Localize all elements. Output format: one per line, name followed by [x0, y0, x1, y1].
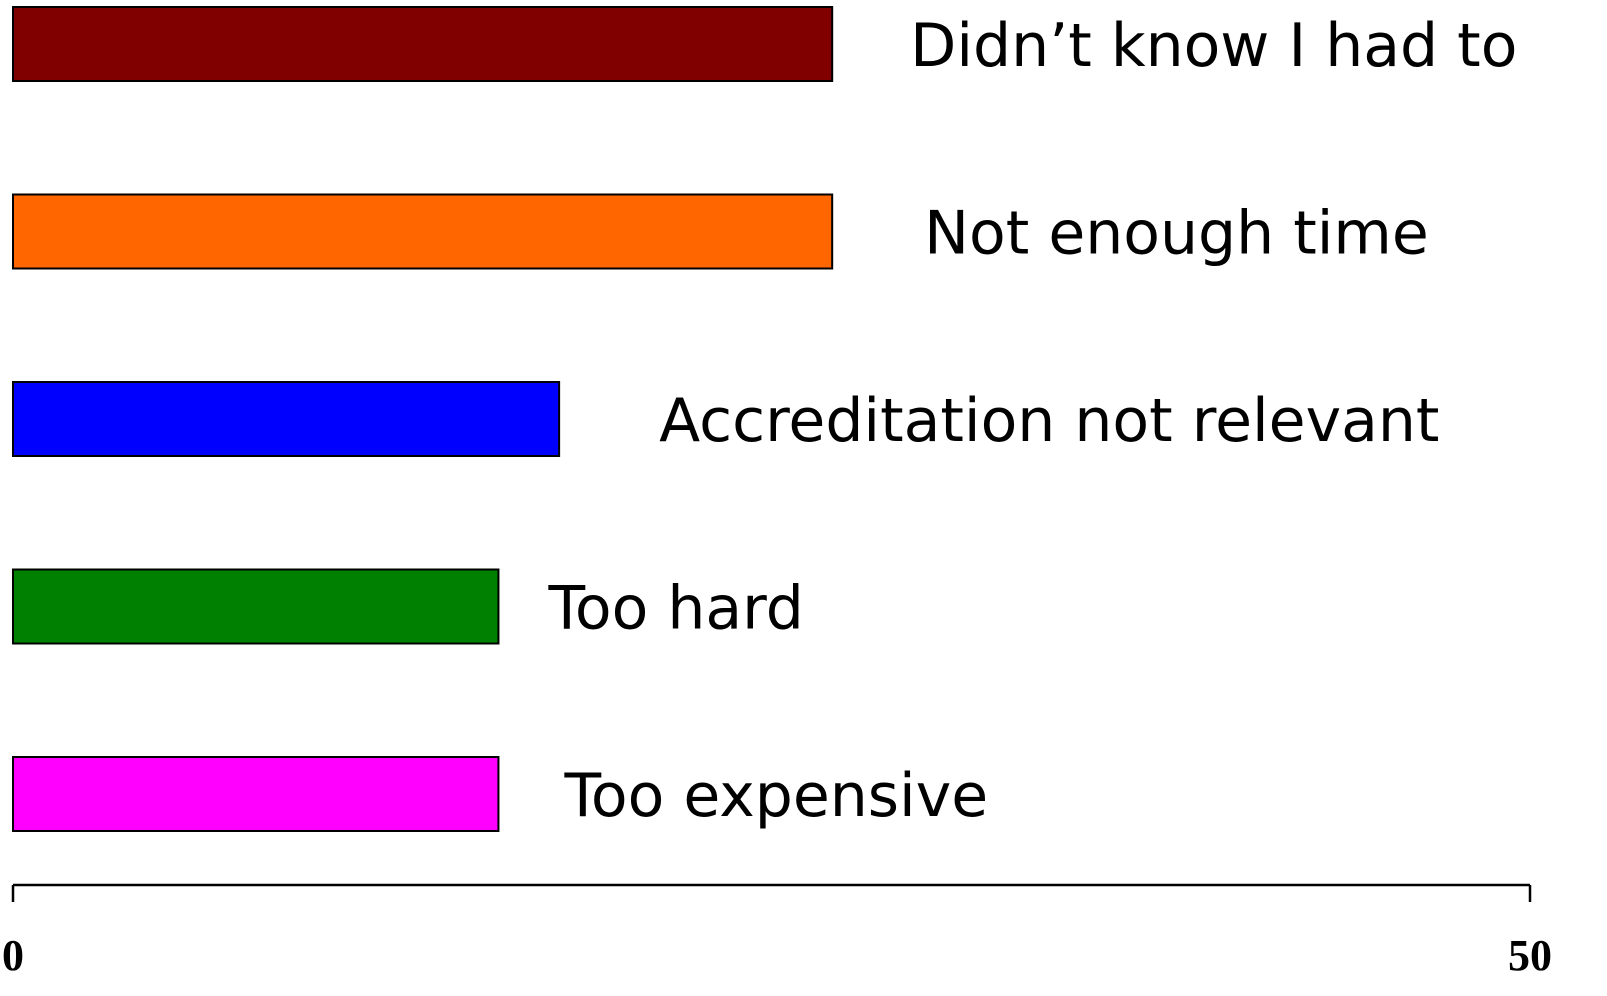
x-tick-label-max: 50 — [1508, 931, 1552, 980]
bar-label-2: Not enough time — [924, 199, 1429, 269]
x-tick-label-min: 0 — [2, 931, 24, 980]
x-axis: 0 50 — [2, 883, 1552, 980]
bar-4 — [12, 568, 500, 645]
bar-label-1: Didn’t know I had to — [910, 11, 1517, 81]
bar-label-4: Too hard — [547, 574, 803, 644]
bars-layer — [12, 6, 834, 832]
bar-label-5: Too expensive — [563, 761, 988, 831]
bar-1 — [12, 6, 834, 82]
bar-label-3: Accreditation not relevant — [659, 386, 1439, 456]
bar-2 — [12, 193, 834, 270]
bar-3 — [12, 381, 561, 457]
bar-labels-layer: Didn’t know I had to Not enough time Accre… — [547, 11, 1517, 831]
bar-5 — [12, 756, 500, 832]
